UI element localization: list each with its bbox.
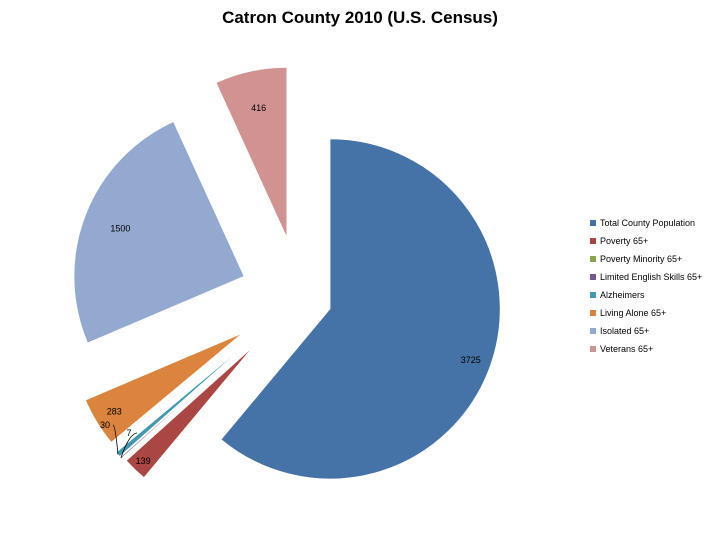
data-label-poverty-65: 139 [136, 456, 151, 466]
leader-line-alzheimers [112, 424, 119, 455]
legend-swatch [590, 220, 596, 226]
legend-label: Alzheimers [600, 290, 645, 300]
data-label-alzheimers: 30 [100, 420, 110, 430]
legend-label: Veterans 65+ [600, 344, 654, 354]
legend-item-veterans-65: Veterans 65+ [590, 340, 702, 358]
data-label-isolated-65: 1500 [110, 223, 130, 233]
data-label-total-county-population: 3725 [461, 355, 481, 365]
pie-slice-isolated-65 [73, 121, 245, 344]
data-label-living-alone-65: 283 [107, 406, 122, 416]
legend-item-poverty-minority-65: Poverty Minority 65+ [590, 250, 702, 268]
pie-slice-veterans-65 [215, 67, 288, 238]
legend-swatch [590, 292, 596, 298]
legend-item-limited-english-skills-65: Limited English Skills 65+ [590, 268, 702, 286]
legend-swatch [590, 256, 596, 262]
data-label-veterans-65: 416 [251, 103, 266, 113]
legend-swatch [590, 238, 596, 244]
legend-label: Living Alone 65+ [600, 308, 667, 318]
leader-line-limited-english-skills-65 [120, 432, 138, 458]
legend-item-living-alone-65: Living Alone 65+ [590, 304, 702, 322]
pie-slice-total-county-population [220, 138, 501, 480]
legend-item-alzheimers: Alzheimers [590, 286, 702, 304]
legend-label: Poverty Minority 65+ [600, 254, 683, 264]
legend-swatch [590, 310, 596, 316]
chart-legend: Total County Population Poverty 65+ Povert… [590, 214, 702, 358]
legend-swatch [590, 274, 596, 280]
chart-title: Catron County 2010 (U.S. Census) [222, 8, 498, 27]
pie-slice-poverty-65 [125, 346, 254, 478]
legend-label: Isolated 65+ [600, 326, 650, 336]
pie-slice-living-alone-65 [85, 333, 243, 443]
legend-label: Poverty 65+ [600, 236, 649, 246]
data-label-limited-english-skills-65: 7 [126, 428, 131, 438]
legend-label: Total County Population [600, 218, 696, 228]
legend-item-total-county-population: Total County Population [590, 214, 702, 232]
legend-swatch [590, 346, 596, 352]
legend-item-isolated-65: Isolated 65+ [590, 322, 702, 340]
legend-swatch [590, 328, 596, 334]
legend-item-poverty-65: Poverty 65+ [590, 232, 702, 250]
legend-label: Limited English Skills 65+ [600, 272, 703, 282]
